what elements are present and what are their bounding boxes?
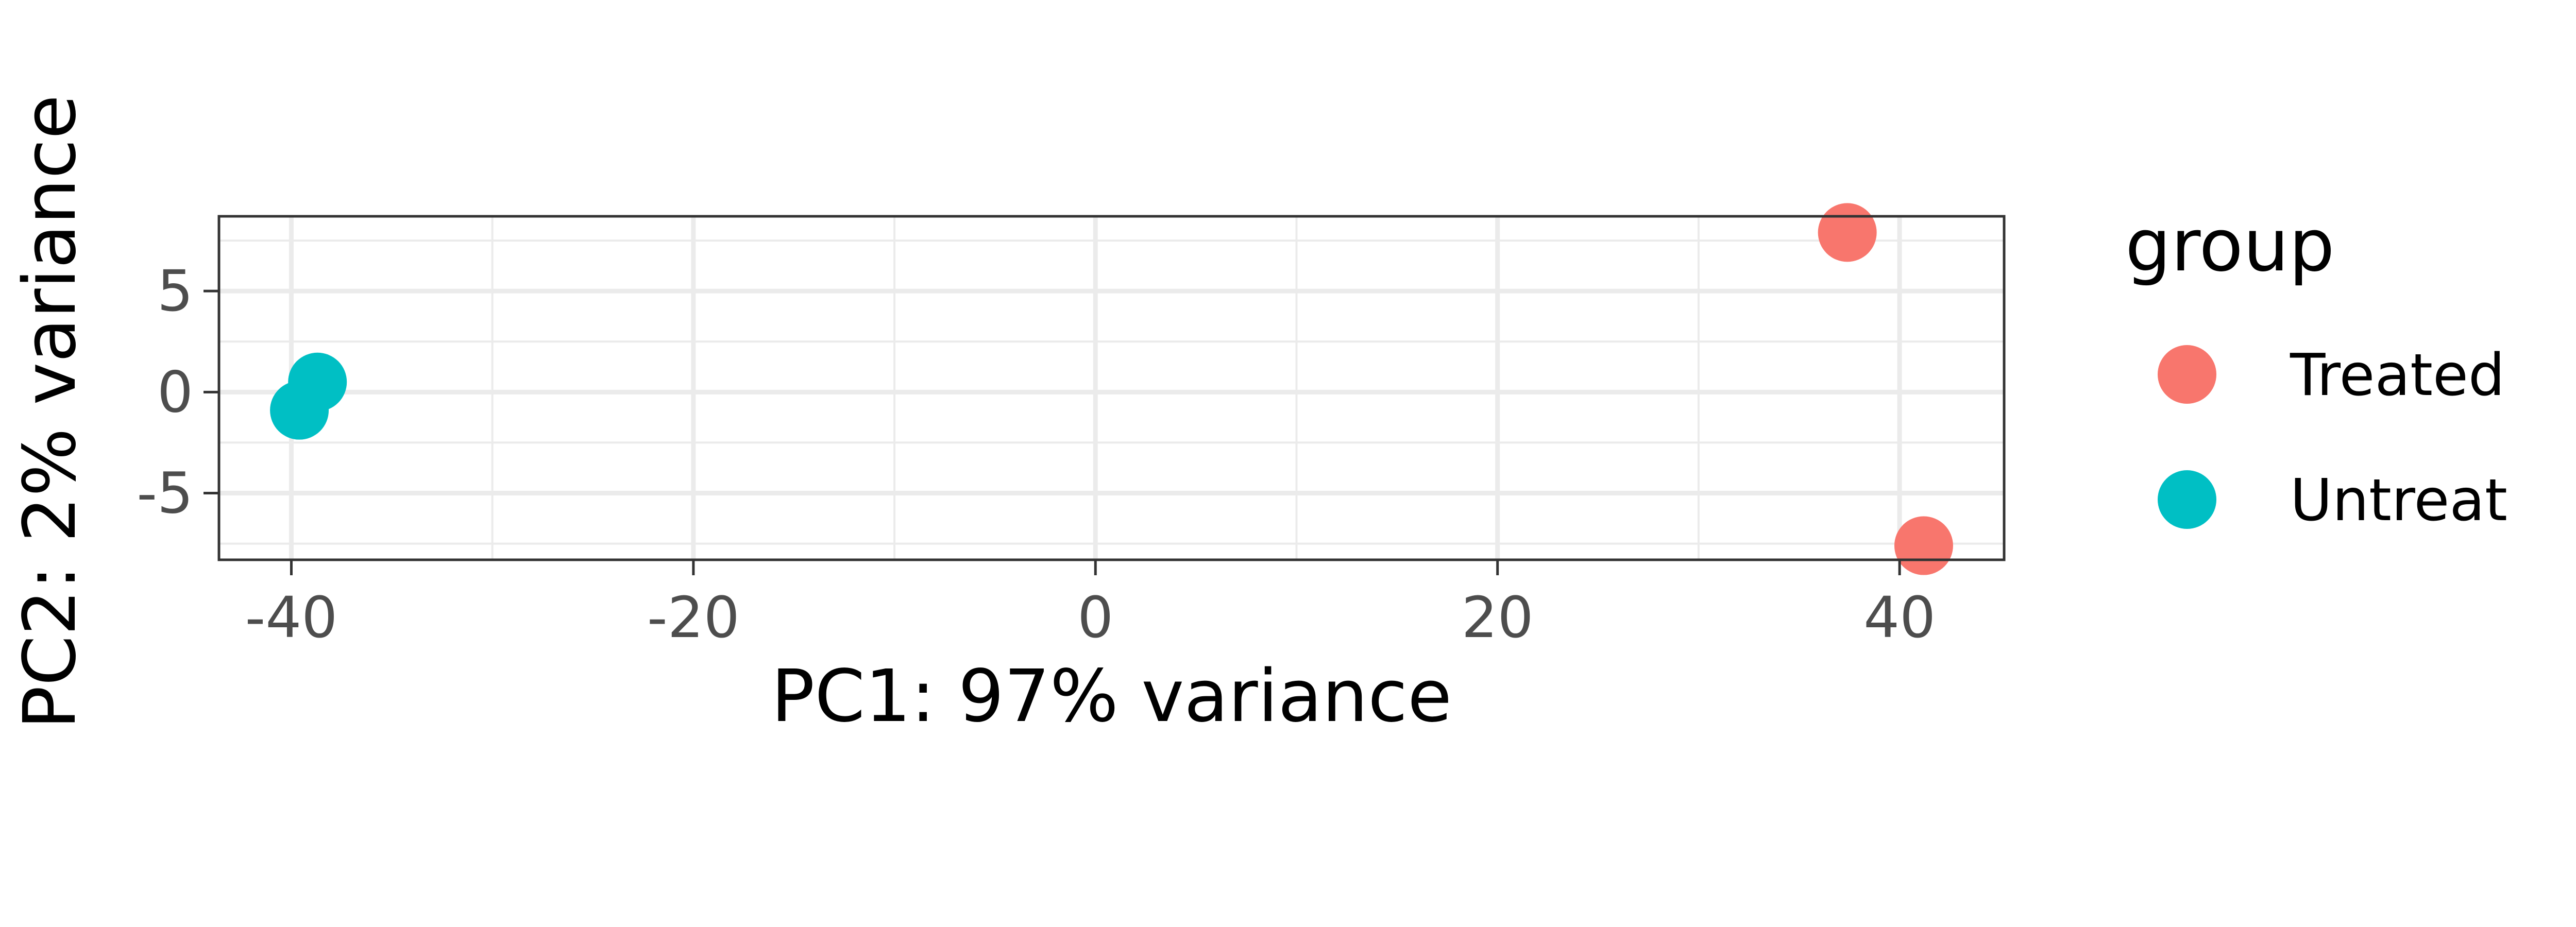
data-point-treated (1818, 203, 1877, 262)
x-tick-label: 0 (1077, 585, 1113, 650)
grid-lines (219, 216, 2004, 560)
data-points (270, 203, 1953, 575)
legend-label-untreat: Untreat (2290, 467, 2507, 534)
axis-tick-labels: -40 -20 0 20 40 -5 0 5 (137, 258, 1936, 650)
data-point-untreat (270, 381, 329, 440)
legend-title: group (2125, 204, 2335, 288)
x-tick-label: 40 (1863, 585, 1936, 650)
panel-border (217, 215, 2006, 561)
y-tick-label: 5 (157, 258, 193, 324)
y-tick-label: 0 (157, 359, 193, 425)
legend-key-treated (2158, 345, 2216, 404)
data-point-treated (1894, 516, 1953, 575)
x-tick-label: 20 (1462, 585, 1534, 650)
x-axis-title: PC1: 97% variance (771, 655, 1452, 739)
legend-key-untreat (2158, 470, 2216, 529)
y-axis-title: PC2: 2% variance (8, 95, 92, 729)
x-tick-label: -20 (647, 585, 740, 650)
y-tick-label: -5 (137, 460, 193, 526)
axis-ticks (204, 289, 1901, 575)
legend: group Treated Untreat (2125, 204, 2507, 534)
x-tick-label: -40 (245, 585, 338, 650)
legend-label-treated: Treated (2290, 342, 2505, 409)
